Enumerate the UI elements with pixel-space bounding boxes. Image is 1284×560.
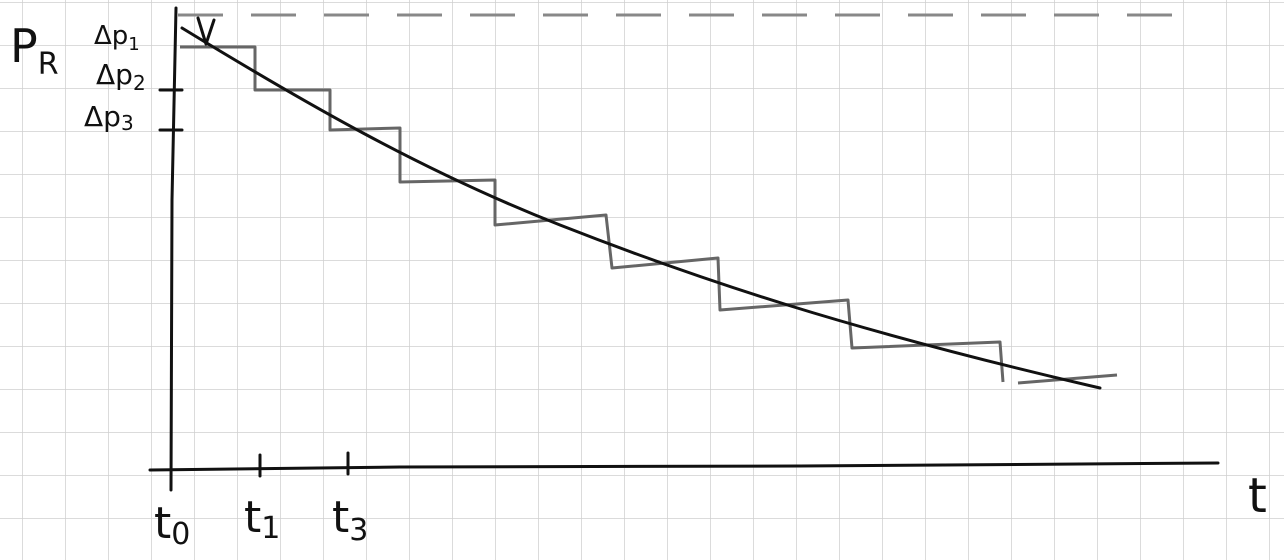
label-sub: 3 xyxy=(121,111,134,135)
label-main: Δp xyxy=(96,58,133,91)
label-sub: R xyxy=(38,47,59,82)
diagram: PR Δp1 Δp2 Δp3 t0 t1 t3 t xyxy=(0,0,1284,560)
label-sub: 1 xyxy=(261,511,280,546)
label-main: P xyxy=(10,19,38,73)
label-sub: 1 xyxy=(128,34,139,55)
label-main: t xyxy=(154,498,171,549)
x-axis-label: t xyxy=(1248,468,1267,524)
label-main: t xyxy=(332,492,349,543)
label-main: t xyxy=(244,492,261,543)
grid-paper xyxy=(0,0,1284,560)
label-sub: 3 xyxy=(349,513,368,548)
label-main: Δp xyxy=(84,100,121,133)
label-main: Δp xyxy=(94,21,128,51)
label-sub: 2 xyxy=(133,71,146,95)
label-sub: 0 xyxy=(171,517,190,552)
